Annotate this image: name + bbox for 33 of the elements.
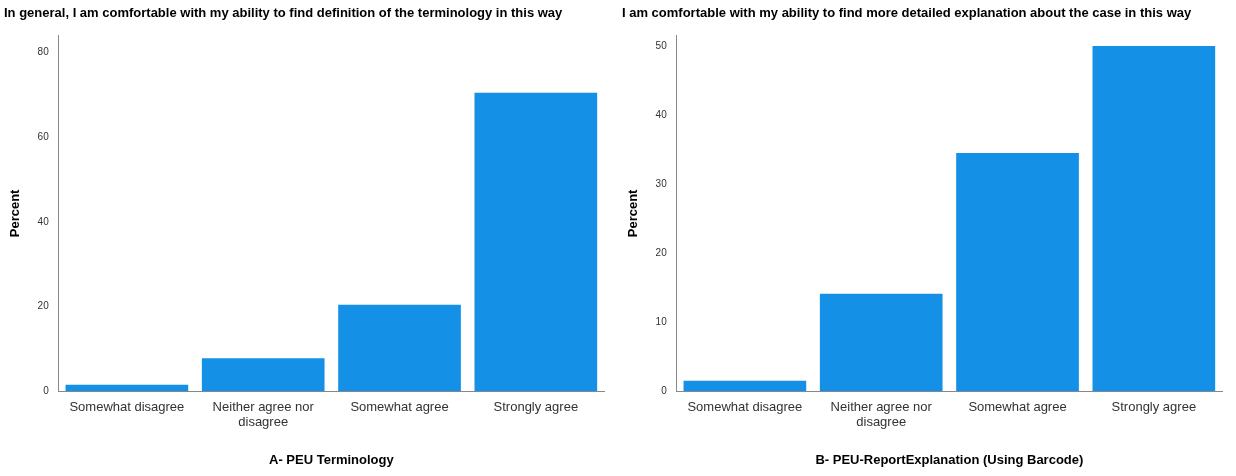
x-tick-label: Somewhat disagree [687,398,803,414]
x-tick-label: Somewhat agree [968,398,1067,414]
bar [683,380,807,392]
y-tick-label: 20 [655,246,668,258]
bar [474,92,598,392]
chart-title: In general, I am comfortable with my ability to find definition of the terminology in this way [4,5,564,21]
bar [819,293,943,392]
y-tick-label: 80 [37,46,50,58]
x-axis-title: A- PEU Terminology [269,451,395,467]
y-axis-title: Percent [625,188,641,238]
chart-title: I am comfortable with my ability to find more detailed explanation about the case in this way [622,5,1192,21]
bar [65,384,189,392]
bar [1092,45,1216,392]
x-tick-label: Somewhat disagree [69,398,185,414]
y-tick-label: 60 [37,130,50,142]
x-tick-label: Strongly agree [1111,398,1197,414]
x-tick-label: Strongly agree [493,398,579,414]
y-tick-label: 40 [655,108,668,120]
y-axis-title: Percent [7,188,23,238]
y-tick-label: 20 [37,300,50,312]
y-tick-label: 40 [37,215,50,227]
bar [338,304,461,392]
x-axis-title: B- PEU-ReportExplanation (Using Barcode) [815,451,1084,467]
y-tick-label: 0 [661,384,668,396]
y-tick-label: 10 [655,315,668,327]
x-tick-label: Somewhat agree [350,398,449,414]
bar [956,152,1079,392]
x-tick-label: Neither agree nor disagree [830,398,933,430]
x-tick-label: Neither agree nor disagree [212,398,315,430]
y-tick-label: 50 [655,39,668,51]
bar [201,358,325,392]
y-tick-label: 30 [655,177,668,189]
y-tick-label: 0 [43,384,50,396]
